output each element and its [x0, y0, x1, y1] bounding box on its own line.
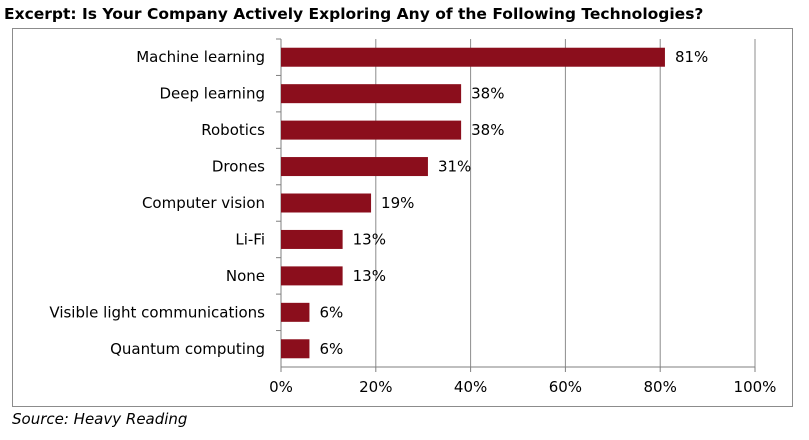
bar — [281, 302, 310, 322]
data-label: 81% — [675, 48, 708, 66]
source-note: Source: Heavy Reading — [12, 410, 188, 428]
category-label: Machine learning — [136, 48, 265, 66]
data-label: 6% — [319, 303, 343, 321]
bar — [281, 339, 310, 359]
x-tick-label: 20% — [359, 378, 392, 396]
category-label: Quantum computing — [110, 340, 265, 358]
data-label: 13% — [353, 267, 386, 285]
data-label: 38% — [471, 121, 504, 139]
bar — [281, 157, 428, 177]
bar — [281, 120, 462, 140]
bar — [281, 266, 343, 286]
category-label: Li-Fi — [235, 230, 265, 248]
data-label: 13% — [353, 230, 386, 248]
data-label: 19% — [381, 194, 414, 212]
data-label: 31% — [438, 158, 471, 176]
category-label: Robotics — [201, 121, 265, 139]
category-label: Deep learning — [160, 85, 266, 103]
bar — [281, 229, 343, 249]
x-tick-label: 0% — [269, 378, 293, 396]
chart-title: Excerpt: Is Your Company Actively Explor… — [4, 5, 704, 23]
x-tick-label: 40% — [454, 378, 487, 396]
category-label: None — [226, 267, 265, 285]
bar — [281, 193, 372, 213]
bar — [281, 47, 665, 67]
chart-frame — [12, 28, 793, 407]
x-tick-label: 60% — [549, 378, 582, 396]
x-tick-label: 100% — [734, 378, 777, 396]
bar — [281, 84, 462, 104]
category-label: Drones — [212, 158, 265, 176]
data-label: 38% — [471, 85, 504, 103]
category-label: Computer vision — [142, 194, 265, 212]
data-label: 6% — [319, 340, 343, 358]
category-label: Visible light communications — [49, 303, 265, 321]
x-tick-label: 80% — [644, 378, 677, 396]
